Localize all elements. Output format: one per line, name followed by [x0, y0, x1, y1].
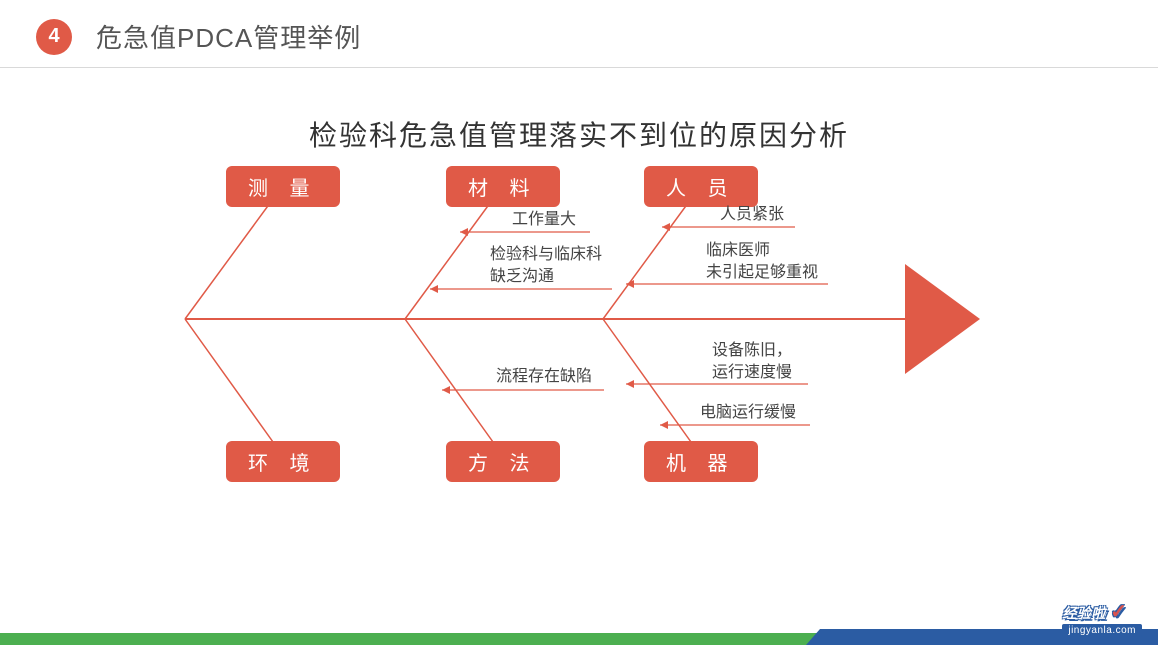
cause-label: 临床医师未引起足够重视 — [706, 240, 818, 285]
watermark: 经验啦 ✓ jingyanla.com — [1062, 599, 1142, 637]
watermark-url: jingyanla.com — [1062, 624, 1142, 637]
category-personnel: 人 员 — [644, 166, 758, 207]
check-icon: ✓ — [1110, 601, 1127, 623]
category-machine: 机 器 — [644, 441, 758, 482]
cause-label: 电脑运行缓慢 — [700, 402, 796, 424]
cause-label: 检验科与临床科缺乏沟通 — [490, 244, 602, 289]
watermark-text: 经验啦 — [1062, 605, 1106, 621]
footer-bar — [0, 629, 1158, 645]
slide-header: 4 危急值PDCA管理举例 — [0, 0, 1158, 68]
section-number-badge: 4 — [36, 19, 72, 55]
section-title: 危急值PDCA管理举例 — [96, 18, 361, 55]
category-material: 材 料 — [446, 166, 560, 207]
diagram-title: 检验科危急值管理落实不到位的原因分析 — [0, 114, 1158, 154]
cause-label: 流程存在缺陷 — [496, 366, 592, 388]
category-environment: 环 境 — [226, 441, 340, 482]
fishbone-diagram: 测 量 材 料工作量大检验科与临床科缺乏沟通 人 员人员紧张临床医师未引起足够重视环… — [0, 154, 1158, 574]
category-method: 方 法 — [446, 441, 560, 482]
cause-label: 工作量大 — [512, 209, 576, 231]
category-measurement: 测 量 — [226, 166, 340, 207]
cause-label: 人员紧张 — [720, 204, 784, 226]
cause-label: 设备陈旧，运行速度慢 — [712, 340, 792, 385]
